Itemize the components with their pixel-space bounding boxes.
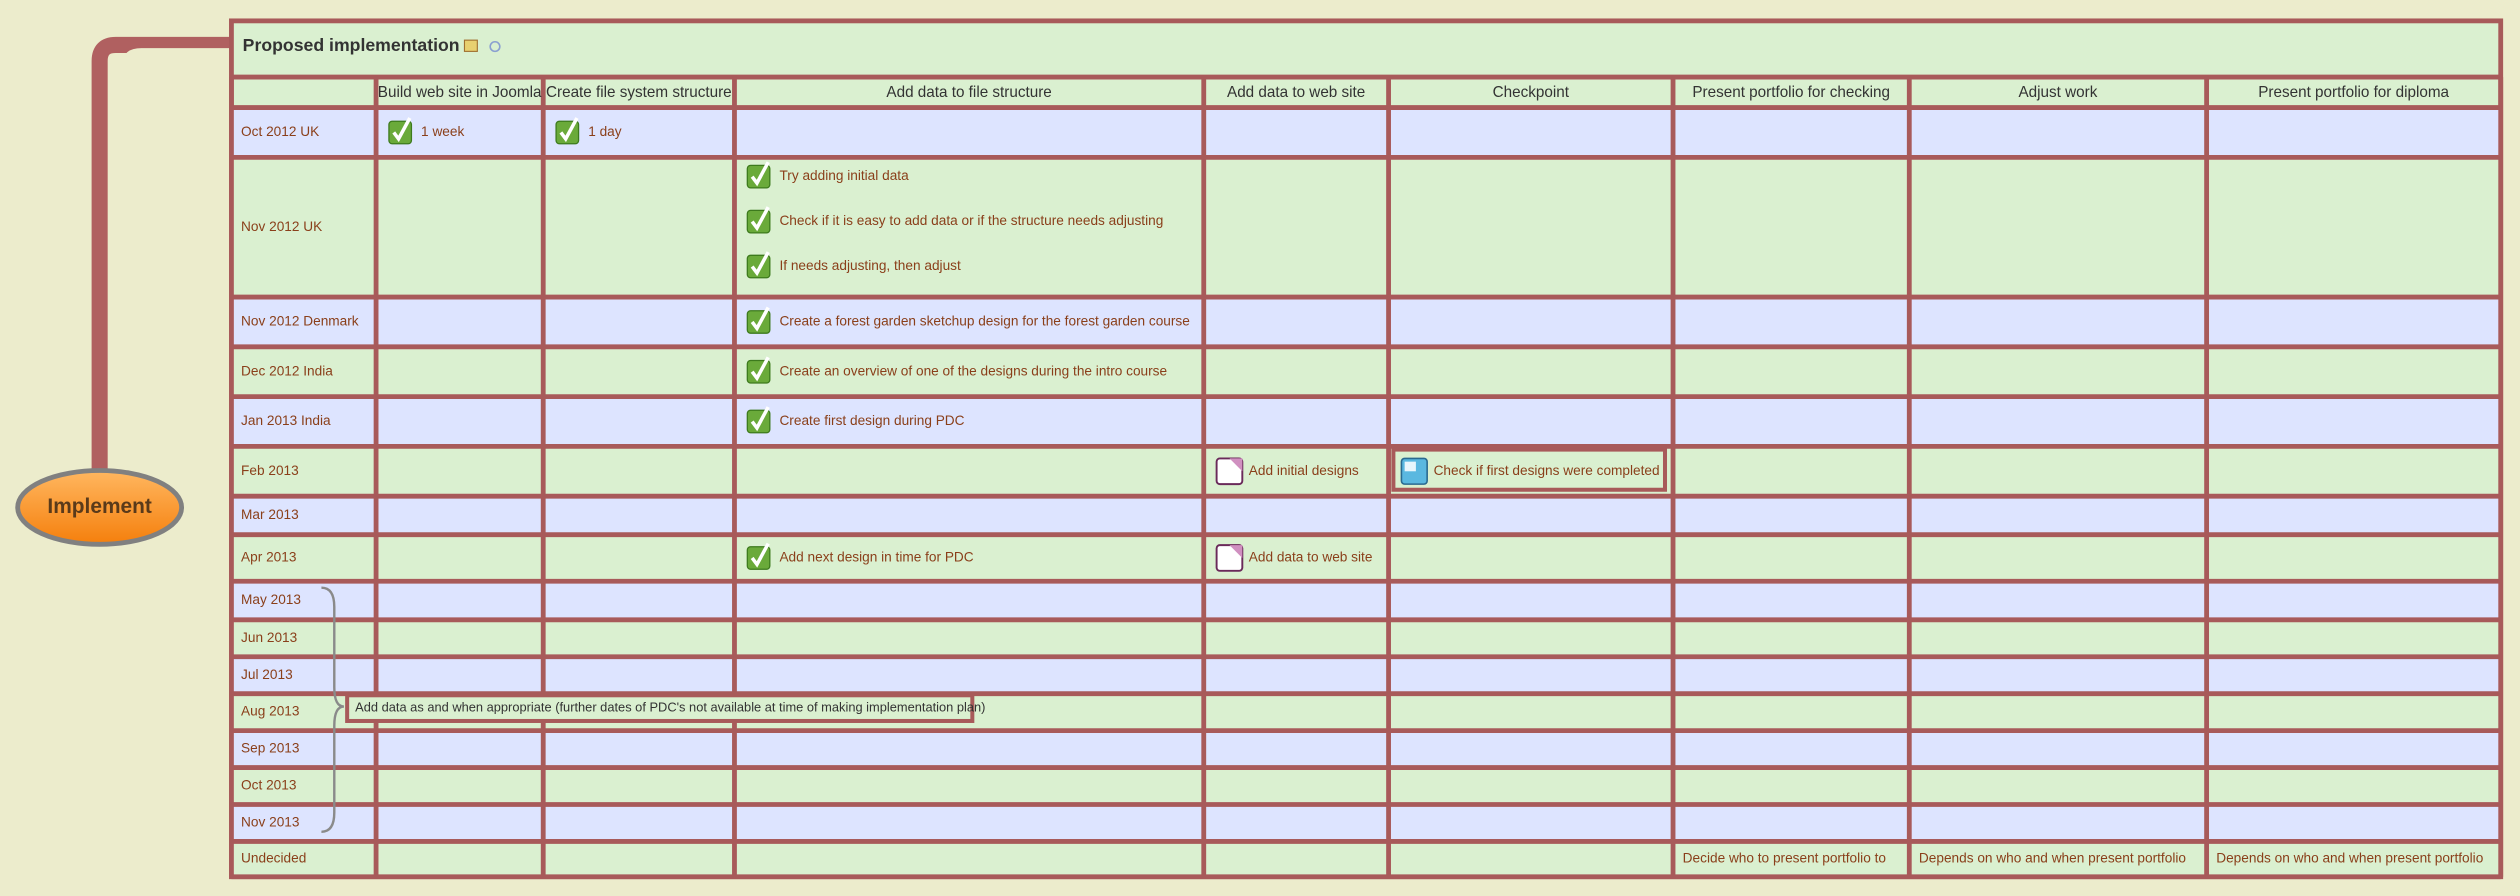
note-text: Add data as and when appropriate (furthe… bbox=[355, 700, 985, 715]
row-label: Feb 2013 bbox=[241, 463, 299, 478]
task-text: Depends on who and when present portfoli… bbox=[2216, 851, 2483, 866]
column-header: Checkpoint bbox=[1493, 84, 1570, 101]
row-label: Undecided bbox=[241, 851, 306, 866]
row-bg bbox=[231, 496, 2501, 535]
column-header: Build web site in Joomla bbox=[378, 84, 542, 101]
row-bg bbox=[231, 767, 2501, 805]
connector bbox=[91, 36, 230, 469]
row-label: Dec 2012 India bbox=[241, 363, 333, 378]
row-label: Nov 2012 UK bbox=[241, 219, 322, 234]
check-mark bbox=[750, 161, 770, 187]
row-bg bbox=[231, 446, 2501, 497]
task-text[interactable]: Add next design in time for PDC bbox=[779, 550, 973, 565]
task-text[interactable]: Add data to web site bbox=[1249, 550, 1373, 565]
task-text[interactable]: 1 day bbox=[588, 124, 622, 139]
task-text[interactable]: Try adding initial data bbox=[779, 168, 909, 183]
checkpoint-box bbox=[1391, 447, 1668, 492]
table-grid: Build web site in Joomla Create file syst… bbox=[229, 74, 2504, 880]
check-mark bbox=[750, 406, 770, 432]
task-text[interactable]: Add initial designs bbox=[1249, 463, 1359, 478]
task-text[interactable]: Create an overview of one of the designs… bbox=[779, 363, 1167, 378]
row-bg bbox=[231, 534, 2501, 582]
row-bg bbox=[231, 730, 2501, 768]
row-bg bbox=[231, 297, 2501, 347]
column-header: Adjust work bbox=[2019, 84, 2098, 101]
row-bg bbox=[231, 157, 2501, 298]
column-header: Create file system structure bbox=[546, 84, 732, 101]
task-text: Decide who to present portfolio to bbox=[1683, 851, 1887, 866]
task-text[interactable]: Create a forest garden sketchup design f… bbox=[779, 314, 1189, 329]
checkpoint-inner bbox=[1404, 461, 1416, 472]
row-bg bbox=[231, 656, 2501, 694]
column-header: Present portfolio for diploma bbox=[2258, 84, 2449, 101]
row-label: Mar 2013 bbox=[241, 507, 299, 522]
row-bg bbox=[231, 581, 2501, 620]
central-label: Implement bbox=[47, 495, 151, 518]
row-label: Apr 2013 bbox=[241, 550, 296, 565]
check-mark bbox=[750, 356, 770, 382]
check-mark bbox=[559, 117, 579, 143]
task-text: Depends on who and when present portfoli… bbox=[1919, 851, 2186, 866]
task-text[interactable]: If needs adjusting, then adjust bbox=[779, 258, 961, 273]
check-mark bbox=[392, 117, 412, 143]
row-label: Nov 2012 Denmark bbox=[241, 314, 359, 329]
title-icons bbox=[463, 39, 501, 53]
central-node[interactable] bbox=[15, 468, 185, 547]
brace bbox=[321, 586, 345, 833]
row-label: Oct 2012 UK bbox=[241, 124, 319, 139]
note-box bbox=[345, 693, 975, 723]
row-label: Oct 2013 bbox=[241, 778, 296, 793]
table-title: Proposed implementation bbox=[243, 35, 460, 55]
row-label: Aug 2013 bbox=[241, 704, 299, 719]
row-label: May 2013 bbox=[241, 592, 301, 607]
column-header: Present portfolio for checking bbox=[1692, 84, 1890, 101]
task-text[interactable]: Check if first designs were completed bbox=[1434, 463, 1660, 478]
check-mark bbox=[750, 251, 770, 277]
row-bg bbox=[231, 396, 2501, 447]
row-bg bbox=[231, 841, 2501, 877]
column-header: Add data to web site bbox=[1227, 84, 1365, 101]
connector-gap bbox=[122, 48, 230, 469]
row-bg bbox=[231, 107, 2501, 158]
check-mark bbox=[750, 542, 770, 568]
row-bg bbox=[231, 804, 2501, 842]
row-bg bbox=[231, 619, 2501, 657]
row-label: Nov 2013 bbox=[241, 815, 299, 830]
row-bg bbox=[231, 346, 2501, 397]
row-label: Jun 2013 bbox=[241, 630, 297, 645]
row-label: Jan 2013 India bbox=[241, 413, 331, 428]
row-label: Sep 2013 bbox=[241, 741, 299, 756]
task-text[interactable]: 1 week bbox=[421, 124, 464, 139]
task-text[interactable]: Check if it is easy to add data or if th… bbox=[779, 213, 1163, 228]
column-header: Add data to file structure bbox=[886, 84, 1051, 101]
check-mark bbox=[750, 306, 770, 332]
check-mark bbox=[750, 206, 770, 232]
row-label: Jul 2013 bbox=[241, 667, 293, 682]
task-text[interactable]: Create first design during PDC bbox=[779, 413, 964, 428]
